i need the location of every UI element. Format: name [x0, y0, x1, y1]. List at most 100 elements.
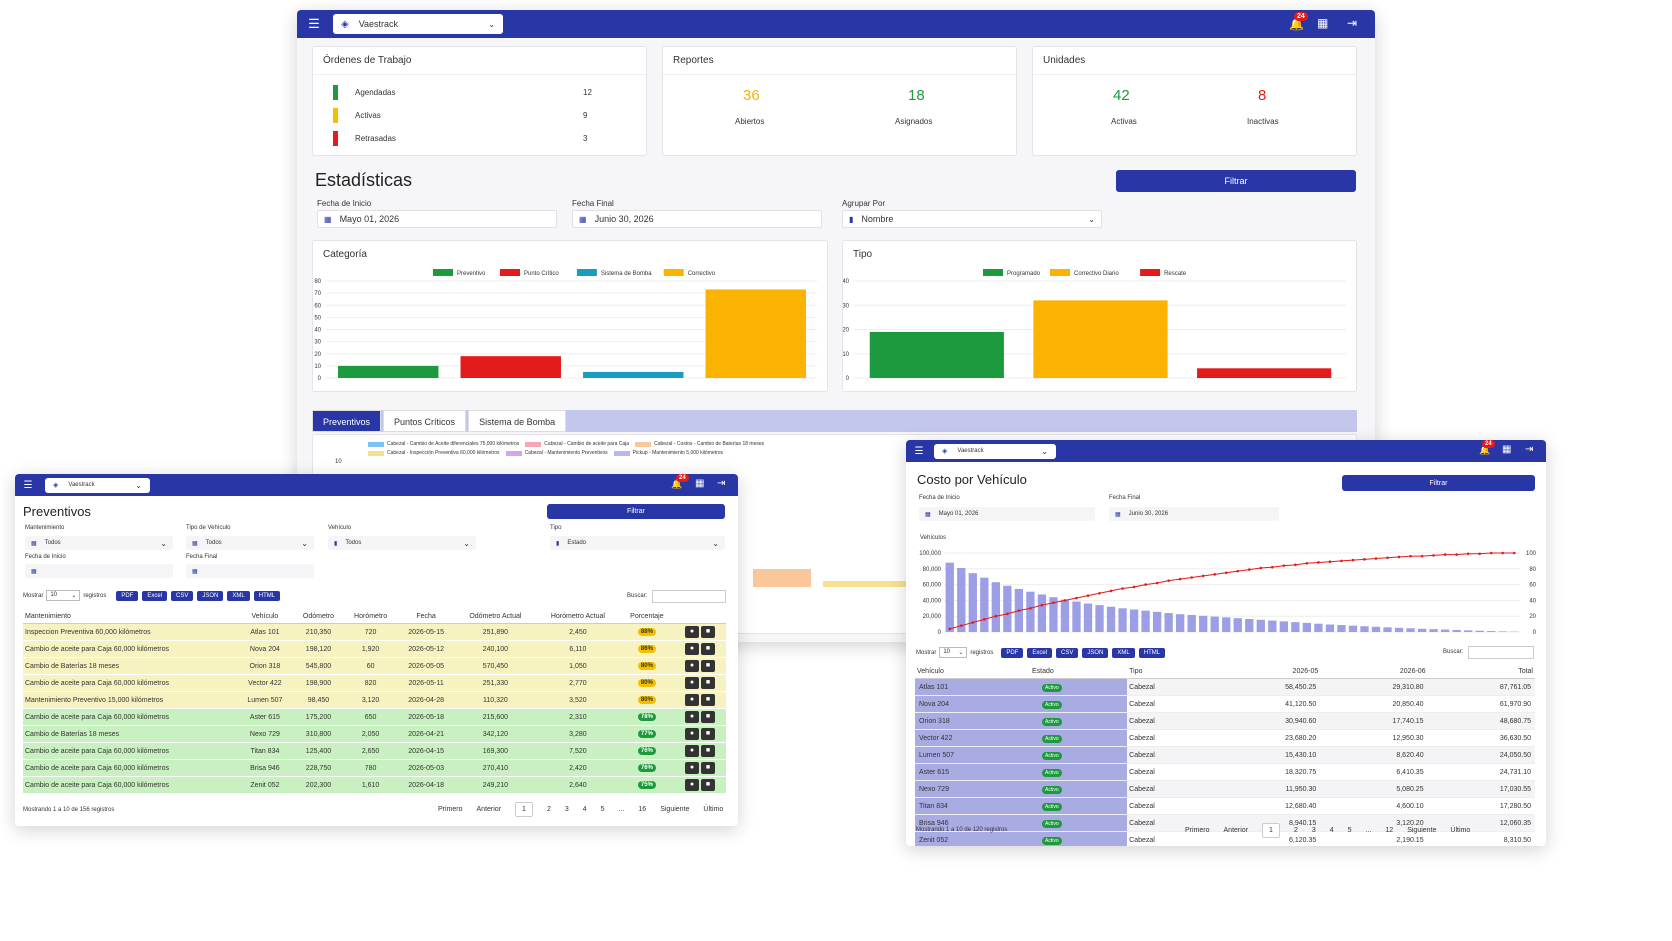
page-size-select[interactable]: 10 ⌄: [939, 647, 968, 658]
page-link[interactable]: 5: [600, 806, 605, 813]
table-row[interactable]: Titan 834 Activo Cabezal 12,680.40 4,600.10 1…: [915, 797, 1535, 815]
page-link[interactable]: Primero: [438, 806, 463, 813]
file-icon[interactable]: ■: [700, 762, 715, 774]
tipo-select[interactable]: ▮ Estado ⌄: [550, 536, 725, 550]
lock-icon[interactable]: ●: [684, 643, 699, 655]
column-header[interactable]: Mantenimiento: [23, 610, 237, 624]
grid-icon[interactable]: ▦: [695, 478, 705, 489]
export-xml-button[interactable]: XML: [227, 590, 250, 601]
lock-icon[interactable]: ●: [684, 745, 699, 757]
file-icon[interactable]: ■: [700, 660, 715, 672]
table-row[interactable]: Cambio de aceite para Caja 60,000 kilóme…: [23, 742, 726, 760]
lock-icon[interactable]: ●: [684, 779, 699, 791]
file-icon[interactable]: ■: [700, 779, 715, 791]
lock-icon[interactable]: ●: [684, 626, 699, 638]
fecha-inicio-input[interactable]: ▦ Mayo 01, 2026: [919, 507, 1095, 521]
lock-icon[interactable]: ●: [684, 694, 699, 706]
logout-icon[interactable]: ⇥: [1347, 16, 1358, 30]
page-link[interactable]: 1: [515, 802, 533, 817]
page-link[interactable]: 1: [1262, 823, 1280, 838]
page-link[interactable]: 16: [638, 806, 647, 813]
export-pdf-button[interactable]: PDF: [1001, 647, 1024, 658]
export-xml-button[interactable]: XML: [1112, 647, 1135, 658]
page-size-select[interactable]: 10 ⌄: [46, 590, 81, 601]
export-csv-button[interactable]: CSV: [171, 590, 194, 601]
page-link[interactable]: ...: [618, 806, 625, 813]
table-row[interactable]: Cambio de aceite para Caja 60,000 kilóme…: [23, 674, 726, 692]
export-excel-button[interactable]: Excel: [142, 590, 168, 601]
column-header[interactable]: Odómetro Actual: [454, 610, 536, 624]
table-row[interactable]: Cambio de aceite para Caja 60,000 kilóme…: [23, 759, 726, 777]
tab-puntos-criticos[interactable]: Puntos Críticos: [383, 410, 467, 432]
page-link[interactable]: Siguiente: [1407, 827, 1437, 834]
fecha-final-input[interactable]: ▦: [186, 564, 314, 578]
table-row[interactable]: Lumen 507 Activo Cabezal 15,430.10 8,620.40 2…: [915, 746, 1535, 764]
table-row[interactable]: Cambio de aceite para Caja 60,000 kilóme…: [23, 776, 726, 794]
table-row[interactable]: Cambio de Baterías 18 meses Orion 318 545,…: [23, 657, 726, 675]
fecha-final-input[interactable]: ▦ Junio 30, 2026: [572, 210, 822, 228]
bell-icon[interactable]: 🔔: [1479, 445, 1491, 455]
file-icon[interactable]: ■: [700, 643, 715, 655]
table-row[interactable]: Nova 204 Activo Cabezal 41,120.50 20,850.40 6…: [915, 695, 1535, 713]
column-header[interactable]: 2026-06: [1320, 665, 1428, 679]
export-json-button[interactable]: JSON: [1082, 647, 1109, 658]
file-icon[interactable]: ■: [700, 728, 715, 740]
lock-icon[interactable]: ●: [684, 762, 699, 774]
column-header[interactable]: Vehículo: [915, 665, 1030, 679]
export-html-button[interactable]: HTML: [253, 590, 281, 601]
column-header[interactable]: Estado: [1030, 665, 1128, 679]
fecha-inicio-input[interactable]: ▦: [25, 564, 173, 578]
page-link[interactable]: Primero: [1185, 827, 1210, 834]
filtrar-button[interactable]: Filtrar: [547, 504, 725, 519]
page-link[interactable]: ...: [1365, 827, 1372, 834]
lock-icon[interactable]: ●: [684, 660, 699, 672]
lock-icon[interactable]: ●: [684, 711, 699, 723]
column-header[interactable]: Tipo: [1127, 665, 1213, 679]
table-row[interactable]: Mantenimiento Preventivo 15,000 kilómetr…: [23, 691, 726, 709]
fecha-final-input[interactable]: ▦ Junio 30, 2026: [1109, 507, 1279, 521]
file-icon[interactable]: ■: [700, 711, 715, 723]
page-link[interactable]: 2: [546, 806, 551, 813]
hamburger-menu-icon[interactable]: ☰: [23, 479, 33, 491]
vehiculo-select[interactable]: ▮ Todos ⌄: [328, 536, 476, 550]
tab-preventivos[interactable]: Preventivos: [312, 410, 382, 432]
lock-icon[interactable]: ●: [684, 677, 699, 689]
grid-icon[interactable]: ▦: [1502, 444, 1512, 455]
page-link[interactable]: Anterior: [476, 806, 502, 813]
company-selector[interactable]: ◈ Vaestrack ⌄: [934, 443, 1056, 459]
tipo-vehiculo-select[interactable]: ▦ Todos ⌄: [186, 536, 314, 550]
logout-icon[interactable]: ⇥: [1525, 444, 1534, 455]
company-selector[interactable]: ◈ Vaestrack ⌄: [333, 14, 503, 34]
page-link[interactable]: Último: [703, 806, 724, 813]
file-icon[interactable]: ■: [700, 745, 715, 757]
lock-icon[interactable]: ●: [684, 728, 699, 740]
file-icon[interactable]: ■: [700, 694, 715, 706]
hamburger-menu-icon[interactable]: ☰: [308, 16, 320, 31]
export-csv-button[interactable]: CSV: [1056, 647, 1079, 658]
column-header[interactable]: Total: [1427, 665, 1535, 679]
buscar-input[interactable]: [652, 590, 726, 603]
page-link[interactable]: 4: [1329, 827, 1334, 834]
page-link[interactable]: Anterior: [1223, 827, 1249, 834]
page-link[interactable]: Último: [1450, 827, 1471, 834]
grid-icon[interactable]: ▦: [1317, 16, 1329, 30]
buscar-input[interactable]: [1468, 646, 1534, 659]
filtrar-button[interactable]: Filtrar: [1116, 170, 1356, 192]
filtrar-button[interactable]: Filtrar: [1342, 475, 1535, 491]
export-excel-button[interactable]: Excel: [1027, 647, 1053, 658]
table-row[interactable]: Inspeccion Preventiva 60,000 kilómetros A…: [23, 623, 726, 641]
column-header[interactable]: 2026-05: [1212, 665, 1321, 679]
column-header[interactable]: Porcentaje: [619, 610, 674, 624]
file-icon[interactable]: ■: [700, 677, 715, 689]
page-link[interactable]: 5: [1347, 827, 1352, 834]
column-header[interactable]: Fecha: [397, 610, 455, 624]
logout-icon[interactable]: ⇥: [717, 478, 726, 489]
mantenimiento-select[interactable]: ▦ Todos ⌄: [25, 536, 173, 550]
table-row[interactable]: Aster 615 Activo Cabezal 18,320.75 6,410.35 2…: [915, 763, 1535, 781]
column-header[interactable]: Horómetro Actual: [535, 610, 620, 624]
column-header[interactable]: Odómetro: [293, 610, 344, 624]
bell-icon[interactable]: 🔔: [671, 479, 683, 489]
table-row[interactable]: Cambio de Baterías 18 meses Nexo 729 310,8…: [23, 725, 726, 743]
page-link[interactable]: 12: [1385, 827, 1394, 834]
page-link[interactable]: 2: [1293, 827, 1298, 834]
